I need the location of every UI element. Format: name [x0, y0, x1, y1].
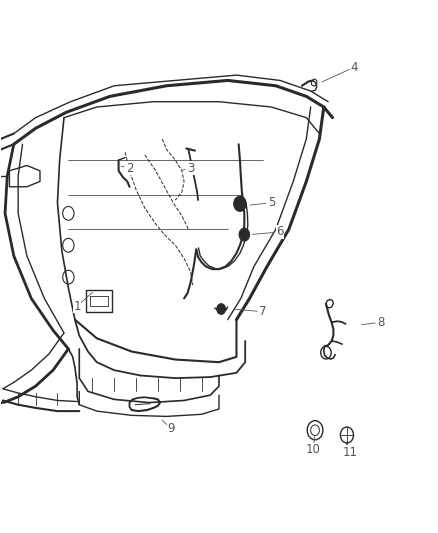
Circle shape — [217, 304, 226, 314]
Circle shape — [239, 228, 250, 241]
Text: 7: 7 — [259, 305, 266, 318]
Text: 6: 6 — [276, 225, 284, 238]
Circle shape — [234, 196, 246, 211]
Text: 8: 8 — [377, 316, 384, 329]
Text: 10: 10 — [305, 443, 320, 456]
Text: 1: 1 — [73, 300, 81, 313]
Text: 4: 4 — [350, 61, 358, 74]
Text: 5: 5 — [268, 196, 275, 209]
Text: 3: 3 — [187, 161, 194, 175]
Text: 2: 2 — [126, 161, 133, 175]
Text: 11: 11 — [343, 446, 357, 459]
Text: 9: 9 — [167, 422, 175, 435]
